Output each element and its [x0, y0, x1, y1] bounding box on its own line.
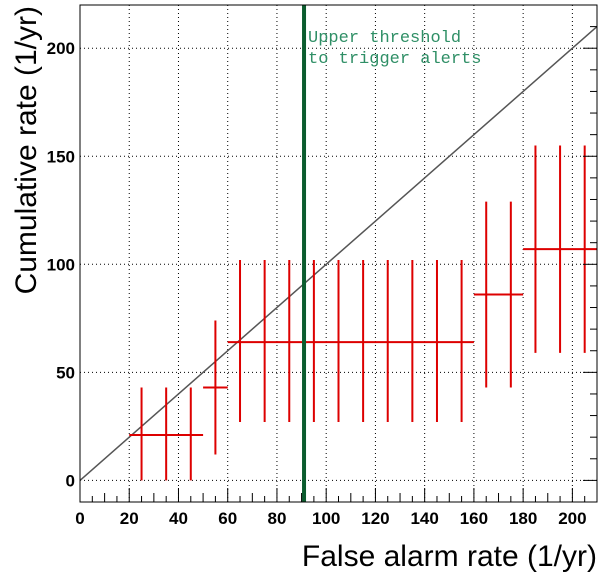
y-tick-label: 150	[47, 147, 75, 166]
x-tick-label: 80	[267, 509, 286, 528]
x-tick-label: 40	[169, 509, 188, 528]
x-tick-label: 160	[460, 509, 488, 528]
threshold-layer: Upper threshold to trigger alerts	[302, 5, 481, 502]
y-tick-label: 50	[56, 363, 75, 382]
x-tick-label: 0	[75, 509, 84, 528]
y-tick-label: 100	[47, 255, 75, 274]
x-tick-label: 200	[558, 509, 586, 528]
x-tick-label: 140	[410, 509, 438, 528]
threshold-annotation: to trigger alerts	[308, 50, 481, 69]
axis-ticks: 0 20 40 60 80 100 120 140 160 180 200 0 50 100 150 200	[47, 4, 598, 528]
x-tick-label: 120	[361, 509, 389, 528]
threshold-annotation: Upper threshold	[308, 29, 461, 48]
y-tick-label: 0	[66, 471, 75, 490]
x-tick-label: 20	[120, 509, 139, 528]
x-axis-title: False alarm rate (1/yr)	[302, 540, 597, 573]
x-tick-label: 100	[312, 509, 340, 528]
series-error-bars	[129, 145, 597, 481]
grid	[80, 5, 597, 502]
y-tick-label: 200	[47, 39, 75, 58]
y-axis-title: Cumulative rate (1/yr)	[10, 6, 43, 294]
x-tick-label: 60	[218, 509, 237, 528]
x-tick-label: 180	[509, 509, 537, 528]
